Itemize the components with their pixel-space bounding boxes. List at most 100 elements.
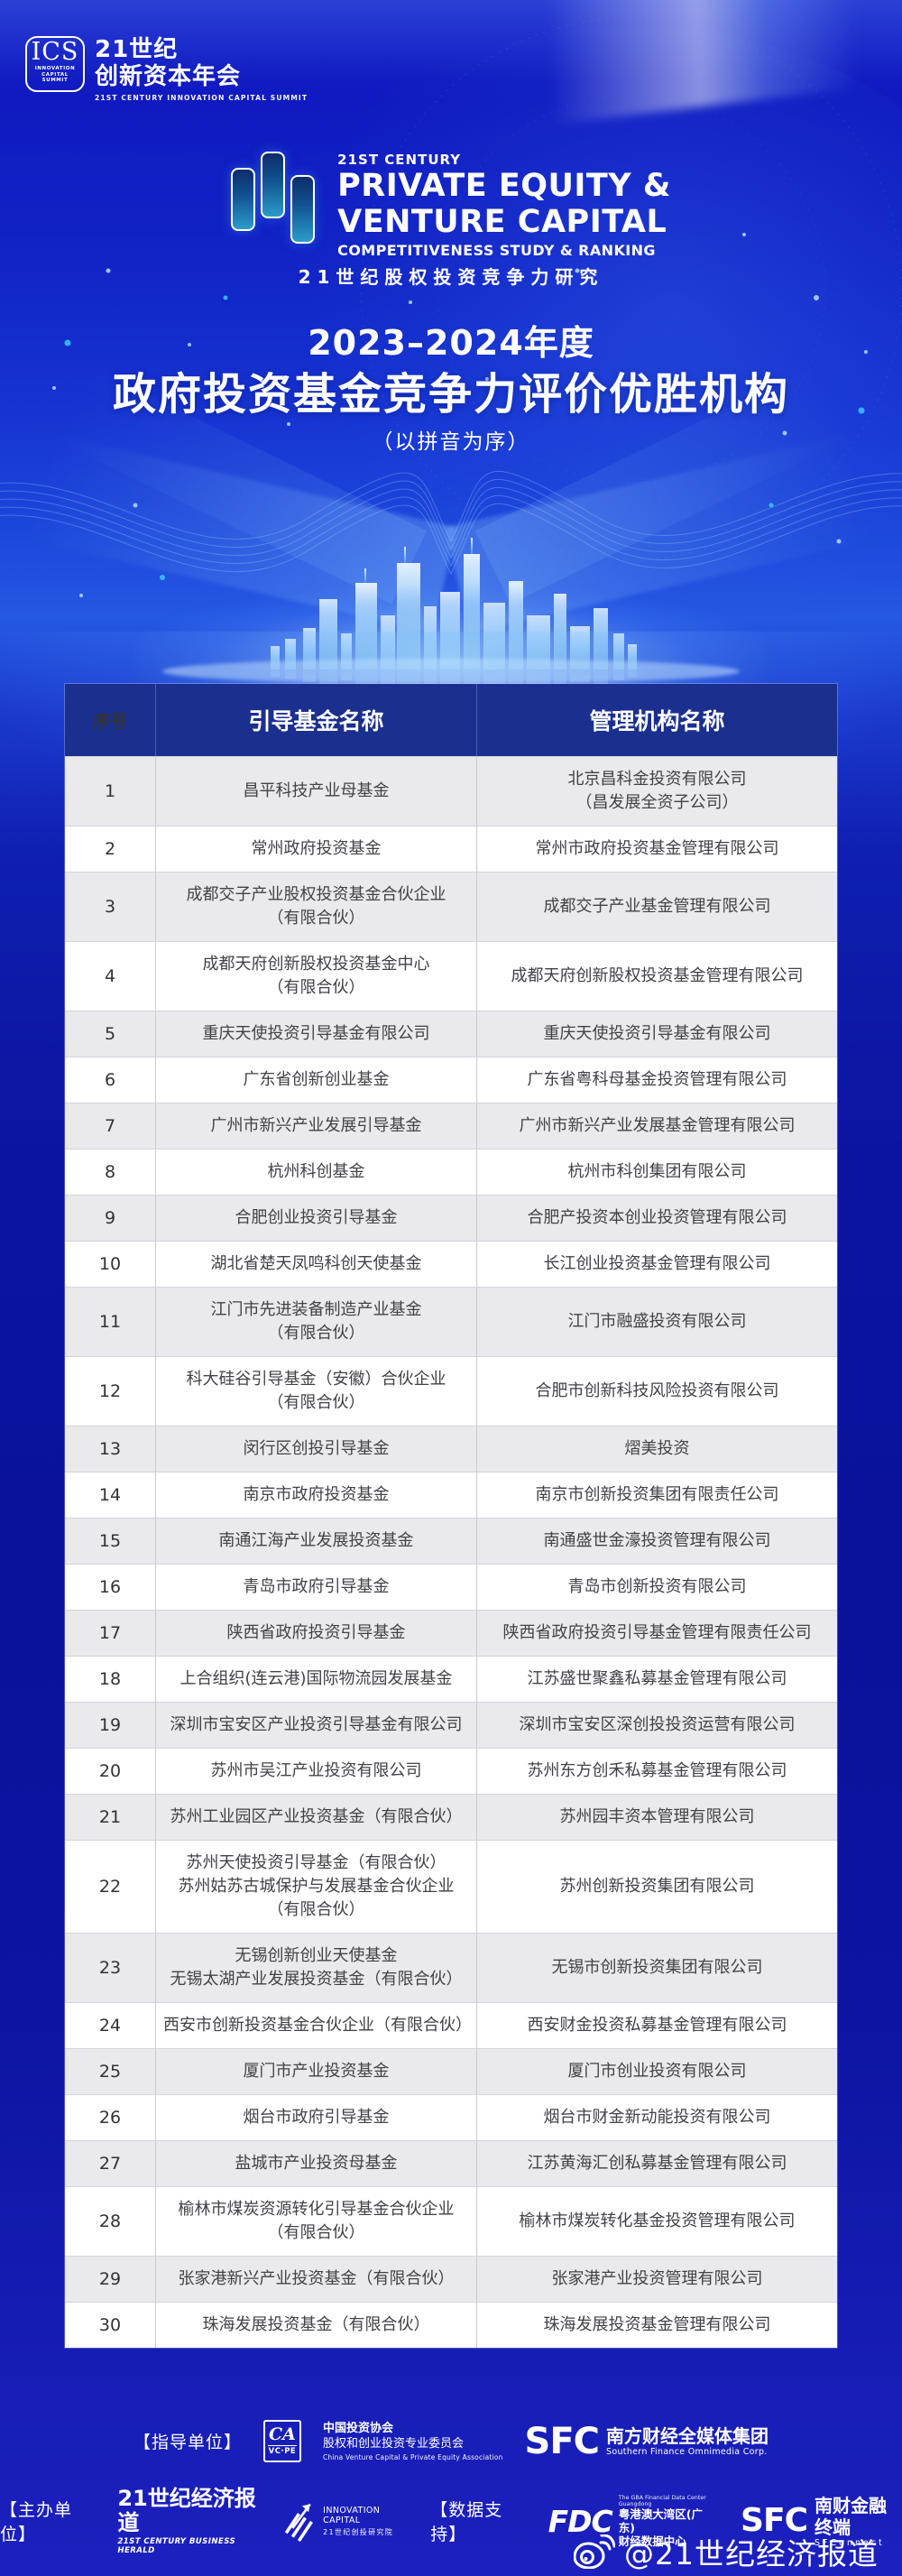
fdc-logo: FDC The GBA Financial Data Center Guangd… (548, 2495, 719, 2548)
cell-fund: 杭州科创基金 (155, 1150, 476, 1195)
banner-line3: COMPETITIVENESS STUDY & RANKING (337, 242, 656, 259)
cell-manager: 苏州东方创禾私募基金管理有限公司 (476, 1749, 837, 1794)
cell-no: 13 (98, 1439, 122, 1459)
column-header-no: 序号 (92, 711, 127, 732)
cell-no: 1 (104, 781, 116, 801)
cell-no: 8 (104, 1162, 116, 1182)
cell-no: 14 (98, 1485, 122, 1505)
banner-century: 21ST CENTURY (337, 152, 462, 168)
bar-icon (231, 168, 256, 231)
cell-no: 28 (98, 2211, 122, 2231)
table-row: 18 上合组织(连云港)国际物流园发展基金 江苏盛世聚鑫私募基金管理有限公司 (65, 1656, 837, 1702)
cell-fund: 闵行区创投引导基金 (155, 1426, 476, 1472)
innovation-capital-en: INNOVATION CAPITAL (323, 2505, 381, 2525)
cell-fund: 南通江海产业发展投资基金 (155, 1519, 476, 1564)
cell-fund: 合肥创业投资引导基金 (155, 1196, 476, 1241)
cell-no: 18 (98, 1669, 122, 1689)
table-row: 6 广东省创新创业基金 广东省粤科母基金投资管理有限公司 (65, 1057, 837, 1103)
cvca-en-line: China Venture Capital & Private Equity A… (322, 2453, 503, 2461)
title-note: （以拼音为序） (372, 430, 530, 454)
table-row: 19 深圳市宝安区产业投资引导基金有限公司 深圳市宝安区深创投投资运营有限公司 (65, 1702, 837, 1748)
cell-fund: 烟台市政府引导基金 (155, 2095, 476, 2140)
cell-no: 27 (98, 2154, 122, 2174)
ics-logo: ICS INNOVATION CAPITAL SUMMIT (25, 36, 85, 92)
cell-fund: 深圳市宝安区产业投资引导基金有限公司 (155, 1703, 476, 1748)
guide-label: 【指导单位】 (133, 2433, 242, 2452)
cell-manager: 苏州创新投资集团有限公司 (476, 1841, 837, 1933)
herald-logo: 21世纪经济报道 21ST CENTURY BUSINESS HERALD (117, 2487, 259, 2556)
bar-icon (290, 175, 316, 244)
cell-manager: 成都交子产业基金管理有限公司 (476, 873, 837, 941)
table-row: 16 青岛市政府引导基金 青岛市创新投资有限公司 (65, 1564, 837, 1610)
bar-chart-logo (231, 152, 318, 255)
footer-guide-line: 【指导单位】 CA VC·PE 中国投资协会 股权和创业投资专业委员会 Chin… (0, 2420, 902, 2462)
cell-no: 25 (98, 2062, 122, 2082)
sfc-logo-text: SFC (524, 2420, 600, 2462)
cell-manager: 南通盛世金濠投资管理有限公司 (476, 1519, 837, 1564)
cvca-logo-text: CA (269, 2424, 296, 2444)
cell-manager: 熠美投资 (476, 1426, 837, 1472)
cell-fund: 重庆天使投资引导基金有限公司 (155, 1011, 476, 1057)
bar-icon (261, 152, 286, 218)
table-row: 5 重庆天使投资引导基金有限公司 重庆天使投资引导基金有限公司 (65, 1011, 837, 1057)
table-row: 1 昌平科技产业母基金 北京昌科金投资有限公司 （昌发展全资子公司） (65, 756, 837, 826)
cell-fund: 苏州天使投资引导基金（有限合伙） 苏州姑苏古城保护与发展基金合伙企业 （有限合伙… (155, 1841, 476, 1933)
cell-fund: 广州市新兴产业发展引导基金 (155, 1103, 476, 1149)
cell-no: 10 (98, 1254, 122, 1274)
column-header-fund: 引导基金名称 (155, 684, 476, 756)
banner-line2: VENTURE CAPITAL (337, 204, 667, 240)
cell-fund: 陕西省政府投资引导基金 (155, 1611, 476, 1656)
cvca-logo-subtext: VC·PE (267, 2445, 297, 2456)
column-header-manager: 管理机构名称 (476, 684, 837, 756)
sfc-omnimedia-logo: SFC 南方财经全媒体集团 Southern Finance Omnimedia… (525, 2424, 769, 2460)
cell-manager: 厦门市创业投资有限公司 (476, 2049, 837, 2094)
cell-no: 9 (104, 1208, 116, 1228)
cell-manager: 青岛市创新投资有限公司 (476, 1565, 837, 1610)
table-row: 4 成都天府创新股权投资基金中心 （有限合伙） 成都天府创新股权投资基金管理有限公司 (65, 941, 837, 1011)
cell-fund: 南京市政府投资基金 (155, 1473, 476, 1518)
cell-no: 12 (98, 1381, 122, 1401)
cell-no: 6 (104, 1070, 116, 1090)
cell-no: 21 (98, 1807, 122, 1827)
innovation-capital-logo: INNOVATION CAPITAL 21世纪创投研究院 (281, 2498, 410, 2544)
cell-manager: 合肥产投资本创业投资管理有限公司 (476, 1196, 837, 1241)
globe-glow-decor (226, 27, 902, 659)
cell-manager: 合肥市创新科技风险投资有限公司 (476, 1357, 837, 1426)
table-row: 13 闵行区创投引导基金 熠美投资 (65, 1426, 837, 1472)
banner-cn-subtitle: 21世纪股权投资竞争力研究 (298, 266, 604, 288)
cell-fund: 苏州工业园区产业投资基金（有限合伙） (155, 1795, 476, 1840)
cell-fund: 盐城市产业投资母基金 (155, 2141, 476, 2186)
table-row: 17 陕西省政府投资引导基金 陕西省政府投资引导基金管理有限责任公司 (65, 1610, 837, 1656)
innovation-capital-cn: 21世纪创投研究院 (323, 2527, 394, 2536)
cell-fund: 张家港新兴产业投资基金（有限合伙） (155, 2257, 476, 2302)
cell-manager: 江门市融盛投资有限公司 (476, 1288, 837, 1356)
table-row: 26 烟台市政府引导基金 烟台市财金新动能投资有限公司 (65, 2094, 837, 2140)
cell-no: 15 (98, 1531, 122, 1551)
table-row: 10 湖北省楚天凤鸣科创天使基金 长江创业投资基金管理有限公司 (65, 1241, 837, 1287)
cell-fund: 广东省创新创业基金 (155, 1057, 476, 1103)
cell-fund: 成都交子产业股权投资基金合伙企业 （有限合伙） (155, 873, 476, 941)
fdc-en-name: The GBA Financial Data Center Guangdong (618, 2494, 706, 2507)
cell-fund: 昌平科技产业母基金 (155, 757, 476, 826)
cell-fund: 常州政府投资基金 (155, 826, 476, 872)
cell-fund: 青岛市政府引导基金 (155, 1565, 476, 1610)
cell-no: 23 (98, 1958, 122, 1978)
table-row: 11 江门市先进装备制造产业基金 （有限合伙） 江门市融盛投资有限公司 (65, 1287, 837, 1356)
table-row: 2 常州政府投资基金 常州市政府投资基金管理有限公司 (65, 826, 837, 872)
cell-no: 16 (98, 1577, 122, 1597)
cell-manager: 无锡市创新投资集团有限公司 (476, 1934, 837, 2002)
cvca-text: 中国投资协会 股权和创业投资专业委员会 China Venture Capita… (323, 2421, 503, 2461)
ics-logo-subtext: INNOVATION CAPITAL SUMMIT (34, 66, 76, 83)
table-row: 3 成都交子产业股权投资基金合伙企业 （有限合伙） 成都交子产业基金管理有限公司 (65, 872, 837, 941)
data-support-label: 【数据支持】 (430, 2500, 503, 2544)
cell-no: 19 (98, 1715, 122, 1735)
cell-manager: 北京昌科金投资有限公司 （昌发展全资子公司） (476, 757, 837, 826)
table-row: 7 广州市新兴产业发展引导基金 广州市新兴产业发展基金管理有限公司 (65, 1103, 837, 1149)
fdc-cn-line1: 粤港澳大湾区(广东) (618, 2507, 703, 2534)
cell-manager: 南京市创新投资集团有限责任公司 (476, 1473, 837, 1518)
cell-manager: 成都天府创新股权投资基金管理有限公司 (476, 942, 837, 1011)
table-row: 22 苏州天使投资引导基金（有限合伙） 苏州姑苏古城保护与发展基金合伙企业 （有限… (65, 1840, 837, 1933)
cvca-cn-line1: 中国投资协会 (322, 2422, 393, 2435)
cell-manager: 广州市新兴产业发展基金管理有限公司 (476, 1103, 837, 1149)
